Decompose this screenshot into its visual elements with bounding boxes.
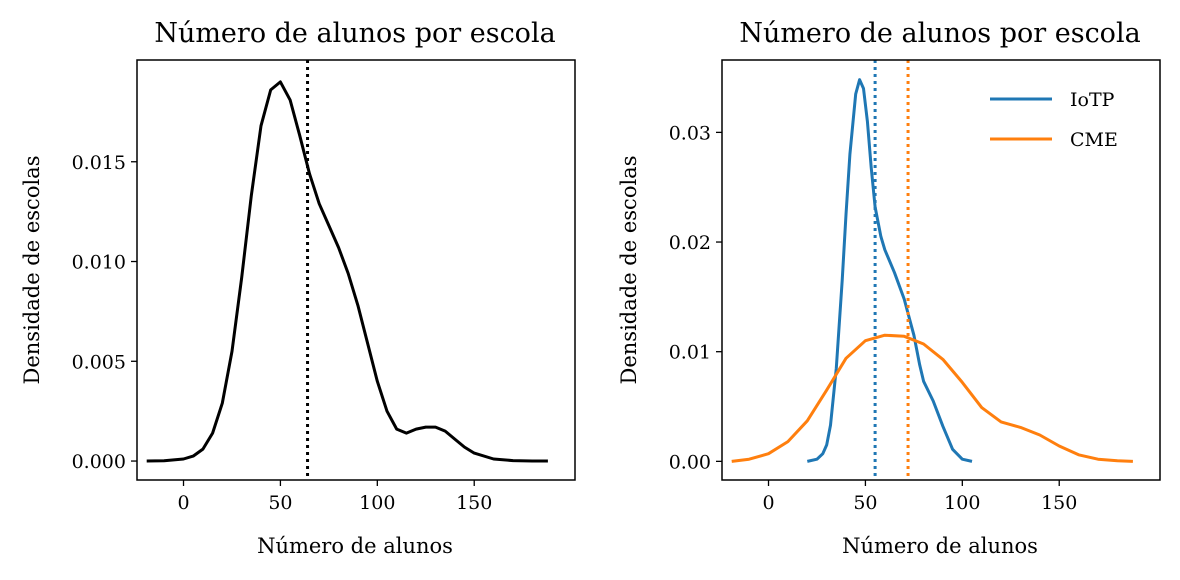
y-axis-label: Densidade de escolas (20, 156, 44, 385)
x-tick-label: 50 (853, 492, 877, 514)
plot-frame (721, 59, 1161, 481)
legend-label-iotp: IoTP (1070, 89, 1115, 111)
x-tick-label: 100 (359, 492, 395, 514)
x-axis-label: Número de alunos (842, 534, 1038, 558)
y-axis-label: Densidade de escolas (617, 156, 641, 385)
density-line (146, 80, 548, 463)
marks (731, 60, 1133, 480)
y-tick-label: 0.02 (669, 232, 711, 254)
x-tick-label: 100 (944, 492, 980, 514)
x-tick-label: 50 (268, 492, 292, 514)
y-tick-label: 0.000 (72, 451, 126, 473)
legend-label-cme: CME (1070, 129, 1118, 151)
y-tick-label: 0.01 (669, 342, 711, 364)
x-tick-label: 0 (762, 492, 774, 514)
marks (146, 60, 548, 480)
plot-frame (136, 59, 576, 481)
x-tick-label: 0 (177, 492, 189, 514)
y-tick-label: 0.005 (72, 351, 126, 373)
y-tick-label: 0.00 (669, 451, 711, 473)
legend: IoTP CME (990, 89, 1118, 151)
series-line-iotp (806, 78, 973, 463)
ticks: 0 50 100 150 0.00 0.01 0.02 0.03 (669, 122, 1078, 514)
chart-panel-right: Número de alunos por escola Número de al… (617, 18, 1161, 558)
chart-panel-left: Número de alunos por escola Número de al… (20, 18, 576, 558)
x-tick-label: 150 (1041, 492, 1077, 514)
y-tick-label: 0.015 (72, 152, 126, 174)
y-tick-label: 0.010 (72, 252, 126, 274)
chart-title: Número de alunos por escola (739, 18, 1140, 49)
ticks: 0 50 100 150 0.000 0.005 0.010 0.015 (72, 152, 493, 514)
y-tick-label: 0.03 (669, 122, 711, 144)
chart-title: Número de alunos por escola (154, 18, 555, 49)
series-line-cme (731, 333, 1133, 463)
x-axis-label: Número de alunos (257, 534, 453, 558)
x-tick-label: 150 (456, 492, 492, 514)
